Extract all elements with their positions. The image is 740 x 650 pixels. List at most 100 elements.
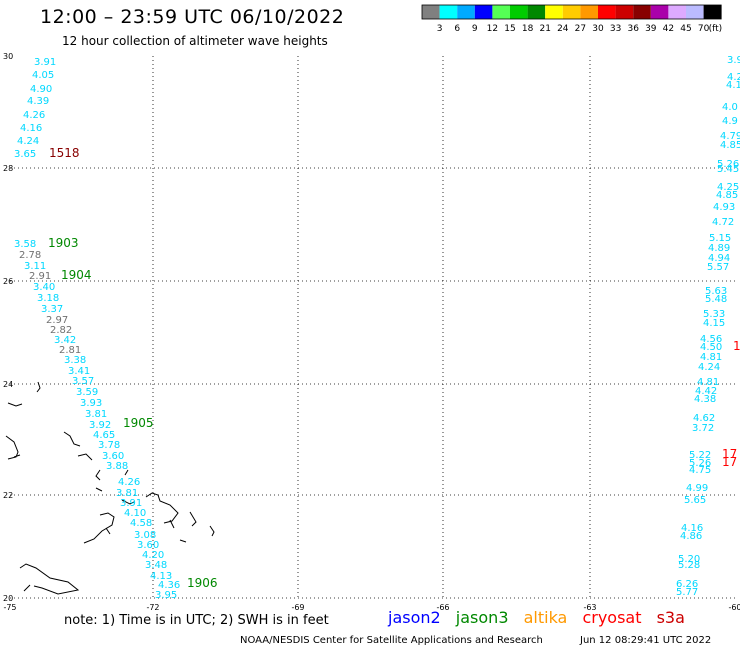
pass-time-label: 1904 [61,268,92,282]
wave-height-label: 3.95 [155,590,177,601]
wave-height-label: 4.58 [130,518,152,529]
colorbar-swatch [439,5,458,19]
wave-height-label: 4.39 [27,96,49,107]
wave-height-label: 5.63 [705,286,727,297]
colorbar-tick: 30 [592,24,604,34]
color-scale-bar: 3 6 9 12 15 18 21 24 27 30 33 36 39 42 45 70 (ft) [421,4,722,34]
colorbar-tick: 3 [437,24,443,34]
wave-height-label: 4.85 [716,190,738,201]
wave-height-label: 4.94 [708,253,730,264]
pass-time-label: 1 [733,339,740,353]
wave-height-label: 5.26 [717,159,739,170]
wave-height-label: 3.92 [89,420,111,431]
wave-height-label: 3.60 [137,540,159,551]
wave-height-label: 3.81 [85,409,107,420]
map-subtitle: 12 hour collection of altimeter wave hei… [62,34,328,48]
colorbar-swatch [650,5,669,19]
wave-height-label: 4.42 [695,386,717,397]
legend-cryosat: cryosat [582,608,642,627]
wave-height-label: 4.38 [694,394,716,405]
latitude-label: 20 [3,594,13,603]
legend-jason3: jason3 [455,608,509,627]
wave-height-label: 4.85 [720,140,740,151]
wave-height-label: 3.93 [80,398,102,409]
wave-height-label: 5.77 [676,587,698,598]
latitude-label: 24 [3,380,13,389]
wave-height-label: 3.58 [14,239,36,250]
colorbar-swatch [510,5,528,19]
colorbar-tick: 6 [454,24,460,34]
wave-height-label: 3.72 [692,423,714,434]
wave-height-label: 4.81 [700,352,722,363]
wave-height-label: 5.48 [705,294,727,305]
wave-height-label: 4.26 [23,110,45,121]
latitude-label: 22 [3,491,13,500]
longitude-label: -69 [291,603,304,612]
legend-jason2: jason2 [388,608,441,627]
wave-height-label: 2.82 [50,325,72,336]
colorbar-tick: 24 [557,24,569,34]
wave-height-label: 3.9 [727,55,740,66]
colorbar-tick: 70 [698,24,710,34]
wave-height-label: 4.62 [693,413,715,424]
wave-height-label: 4.86 [680,531,702,542]
wave-height-label: 3.91 [34,57,56,68]
wave-height-label: 5.57 [707,262,729,273]
wave-height-label: 4.93 [713,202,735,213]
colorbar-swatch [668,5,686,19]
wave-height-label: 4.99 [686,483,708,494]
wave-height-label: 3.60 [102,451,124,462]
wave-height-label: 3.88 [106,461,128,472]
colorbar-tick: 45 [680,24,691,34]
colorbar-swatch [686,5,704,19]
latitude-label: 30 [3,52,13,61]
latitude-label: 28 [3,164,13,173]
colorbar-swatch [562,5,581,19]
wave-height-label: 3.37 [41,304,63,315]
colorbar-tick: 9 [472,24,478,34]
colorbar-tick: 39 [645,24,657,34]
wave-height-label: 3.59 [76,387,98,398]
colorbar-tick: 12 [487,24,498,34]
wave-height-label: 4.9 [722,116,738,127]
wave-height-label: 4.65 [93,430,115,441]
legend-s3a: s3a [656,608,685,627]
wave-height-label: 4.13 [150,571,172,582]
wave-height-label: 5.65 [684,495,706,506]
colorbar-tick: 42 [663,24,674,34]
wave-height-label: 5.22 [689,450,711,461]
colorbar-swatch [474,5,493,19]
map-title: 12:00 – 23:59 UTC 06/10/2022 [40,6,345,28]
wave-height-label: 3.18 [37,293,59,304]
wave-height-label: 4.16 [20,123,42,134]
colorbar-swatch [457,5,475,19]
legend-altika: altika [523,608,568,627]
wave-height-label: 3.08 [134,530,156,541]
wave-height-label: 4.89 [708,243,730,254]
colorbar-swatch [492,5,510,19]
colorbar-swatch [633,5,651,19]
wave-height-label: 3.57 [72,376,94,387]
colorbar-tick: 21 [539,24,550,34]
pass-time-label: 17 [722,455,737,469]
wave-height-label: 4.24 [698,362,720,373]
colorbar-swatch [545,5,563,19]
colorbar-tick: 27 [575,24,586,34]
colorbar-swatch [703,5,722,19]
wave-height-label: 4.1 [726,80,740,91]
wave-height-label: 2.81 [59,345,81,356]
wave-height-label: 3.42 [54,335,76,346]
wave-height-label: 2.97 [46,315,68,326]
wave-height-label: 4.90 [30,84,52,95]
wave-height-label: 5.33 [703,309,725,320]
coastline-islands [5,381,215,595]
colorbar-swatch [527,5,546,19]
wave-height-label: 5.45 [717,164,739,175]
colorbar-tick: 18 [522,24,534,34]
note-text: note: 1) Time is in UTC; 2) SWH is in fe… [64,613,329,628]
satellite-legend: jason2 jason3 altika cryosat s3a [388,608,695,627]
wave-height-label: 2.91 [29,271,51,282]
wave-height-label: 3.81 [116,488,138,499]
colorbar-swatch [615,5,634,19]
wave-height-label: 5.28 [678,560,700,571]
